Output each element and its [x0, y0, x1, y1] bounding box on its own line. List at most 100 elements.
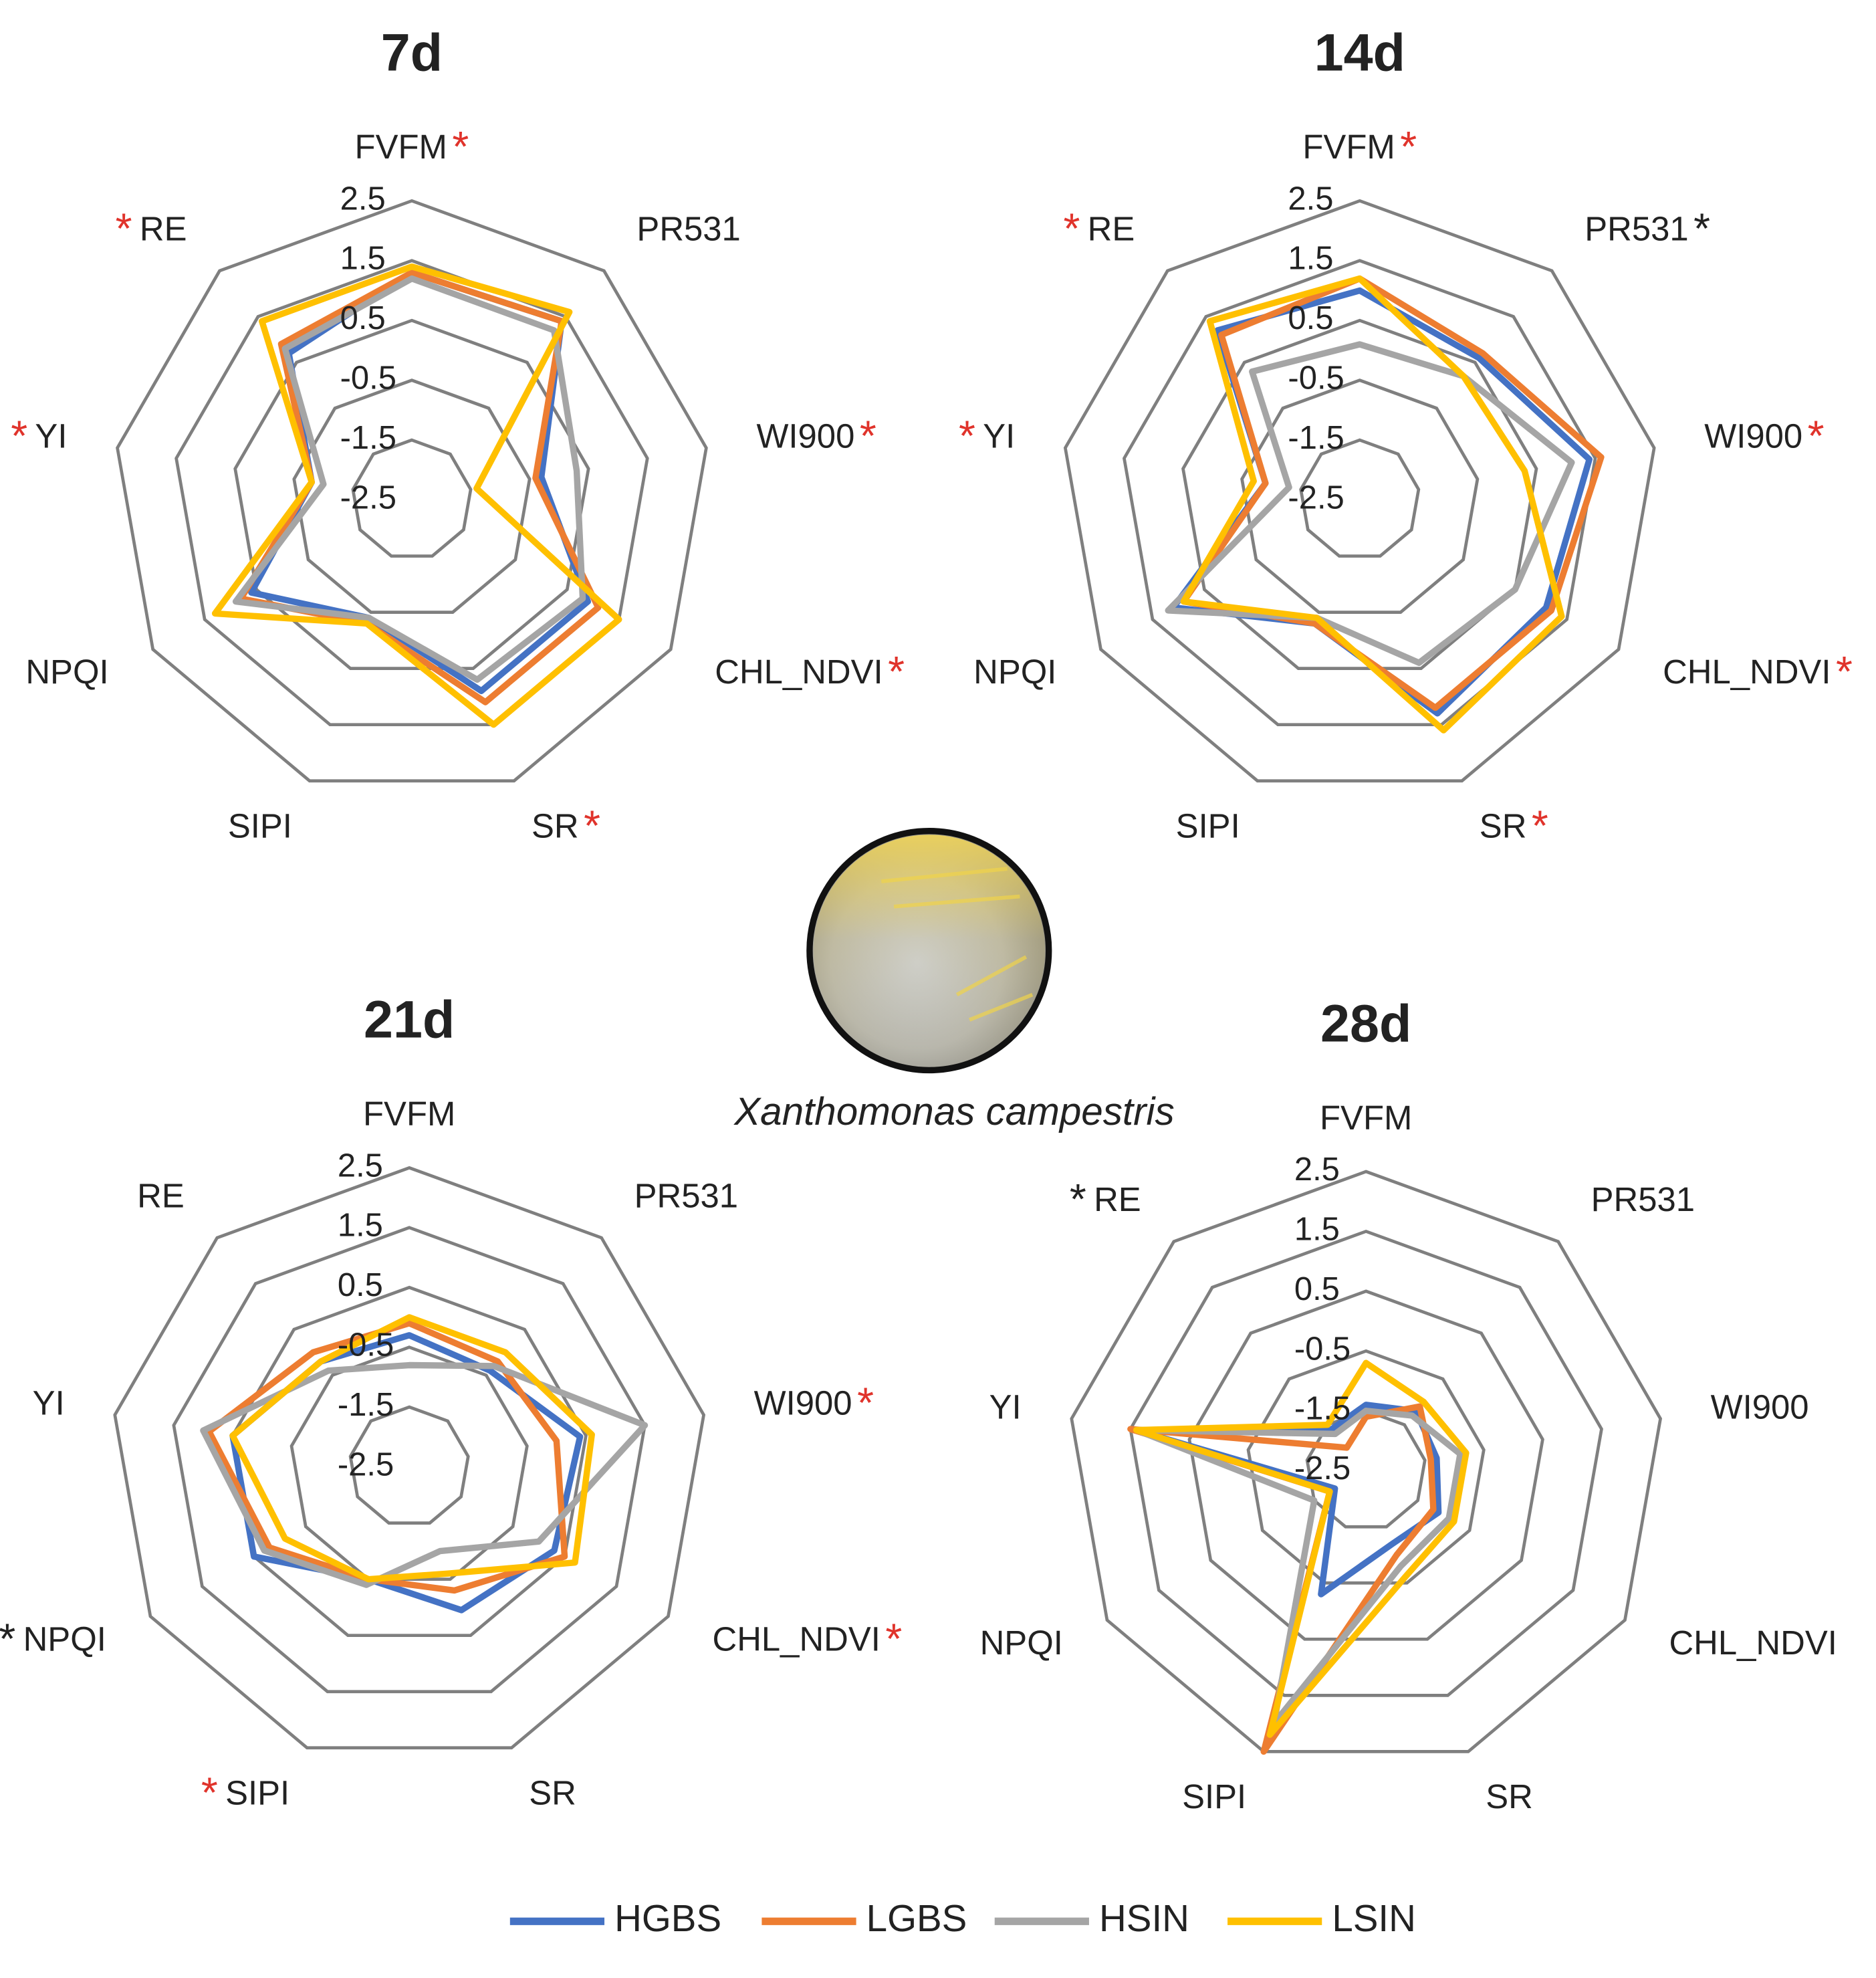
grid-ring	[348, 1405, 470, 1525]
significance-mark: *	[885, 1614, 902, 1662]
axis-label: FVFM	[1320, 1099, 1412, 1137]
tick-label: -1.5	[1294, 1391, 1351, 1427]
axis-label: * RE	[1070, 1175, 1141, 1223]
petri-dish	[806, 827, 1052, 1074]
axis-label: SR *	[1480, 801, 1548, 849]
axis-label: PR531 *	[1585, 204, 1710, 252]
category-name: CHL_NDVI	[715, 653, 883, 691]
significance-mark: *	[116, 204, 132, 252]
tick-label: -2.5	[1294, 1450, 1351, 1487]
category-name: PR531	[634, 1177, 738, 1215]
category-name: YI	[33, 1384, 65, 1422]
grid-ring	[116, 199, 708, 783]
category-name: WI900	[756, 417, 854, 455]
category-name: CHL_NDVI	[1669, 1624, 1837, 1662]
axis-label: RE	[137, 1177, 185, 1215]
category-name: PR531	[636, 210, 740, 248]
caption: Xanthomonas campestris	[733, 1090, 1174, 1133]
legend-label: HGBS	[614, 1897, 721, 1939]
grid-ring	[231, 1285, 588, 1638]
axis-label: CHL_NDVI *	[715, 647, 905, 695]
axis-label: WI900	[1711, 1388, 1809, 1426]
grid-ring	[1122, 259, 1597, 727]
axis-label: SIPI	[228, 807, 292, 845]
axis-label: FVFM *	[355, 122, 469, 171]
grid-ring	[1299, 438, 1421, 558]
category-name: PR531	[1585, 210, 1688, 248]
axis-label: SR	[1486, 1777, 1533, 1816]
significance-mark: *	[584, 801, 600, 849]
tick-label: 1.5	[340, 241, 386, 277]
axis-label: SIPI	[1182, 1777, 1246, 1816]
category-name: YI	[989, 1388, 1022, 1426]
significance-mark: *	[857, 1379, 874, 1427]
series-line	[1180, 275, 1565, 734]
tick-label: -2.5	[1288, 479, 1344, 516]
tick-label: 2.5	[1294, 1151, 1340, 1188]
category-name: YI	[983, 417, 1015, 455]
grid-ring	[1129, 1229, 1603, 1697]
significance-mark: *	[1532, 801, 1548, 849]
category-name: RE	[137, 1177, 185, 1215]
category-name: SIPI	[1176, 807, 1240, 845]
category-name: WI900	[754, 1384, 852, 1422]
series-line	[237, 269, 602, 705]
category-name: SIPI	[228, 807, 292, 845]
category-name: FVFM	[1302, 128, 1395, 166]
axis-label: WI900 *	[756, 412, 876, 460]
tick-label: -2.5	[338, 1446, 394, 1482]
axis-label: CHL_NDVI *	[1663, 647, 1853, 695]
significance-mark: *	[0, 1614, 15, 1662]
tick-label: 0.5	[1288, 300, 1333, 336]
category-name: FVFM	[1320, 1099, 1412, 1137]
tick-label: 1.5	[1288, 241, 1333, 277]
category-name: WI900	[1711, 1388, 1809, 1426]
grid-ring	[174, 259, 649, 727]
axis-label: SR *	[532, 801, 600, 849]
tick-label: -0.5	[1294, 1331, 1351, 1367]
axis-label: FVFM *	[1302, 122, 1417, 171]
category-name: RE	[140, 210, 187, 248]
tick-label: -2.5	[340, 479, 396, 516]
significance-mark: *	[452, 122, 469, 171]
grid-ring	[1187, 1289, 1544, 1641]
category-name: SR	[1480, 807, 1527, 845]
category-name: FVFM	[363, 1095, 455, 1133]
axis-label: CHL_NDVI *	[713, 1614, 903, 1662]
axis-label: CHL_NDVI	[1669, 1624, 1837, 1662]
tick-label: -1.5	[1288, 420, 1344, 456]
category-name: SIPI	[225, 1774, 289, 1812]
axis-label: * YI	[959, 412, 1015, 460]
category-name: RE	[1094, 1181, 1141, 1219]
axis-label: NPQI	[25, 653, 108, 691]
grid-ring	[233, 318, 590, 670]
category-name: NPQI	[973, 653, 1056, 691]
grid-ring	[113, 1166, 706, 1750]
grid-ring	[1070, 1170, 1663, 1753]
significance-mark: *	[888, 647, 905, 695]
category-name: YI	[35, 417, 67, 455]
tick-label: 0.5	[340, 300, 386, 336]
category-name: SIPI	[1182, 1777, 1246, 1816]
chart-title: 21d	[364, 990, 455, 1049]
significance-mark: *	[1400, 122, 1417, 171]
legend-label: LSIN	[1332, 1897, 1416, 1939]
tick-label: 2.5	[340, 181, 386, 217]
axis-label: SIPI	[1176, 807, 1240, 845]
axis-label: SR	[529, 1774, 576, 1812]
category-name: RE	[1088, 210, 1135, 248]
axis-label: YI	[989, 1388, 1022, 1426]
significance-mark: *	[959, 412, 975, 460]
grid-ring	[1063, 199, 1656, 783]
category-name: WI900	[1704, 417, 1802, 455]
series-line	[206, 1320, 568, 1594]
axis-label: FVFM	[363, 1095, 455, 1133]
grid-ring	[351, 438, 473, 558]
significance-mark: *	[1808, 412, 1825, 460]
axis-label: * RE	[1063, 204, 1135, 252]
category-name: PR531	[1591, 1181, 1695, 1219]
series-line	[1133, 1408, 1463, 1727]
chart-title: 7d	[381, 23, 443, 82]
axis-label: * RE	[116, 204, 187, 252]
